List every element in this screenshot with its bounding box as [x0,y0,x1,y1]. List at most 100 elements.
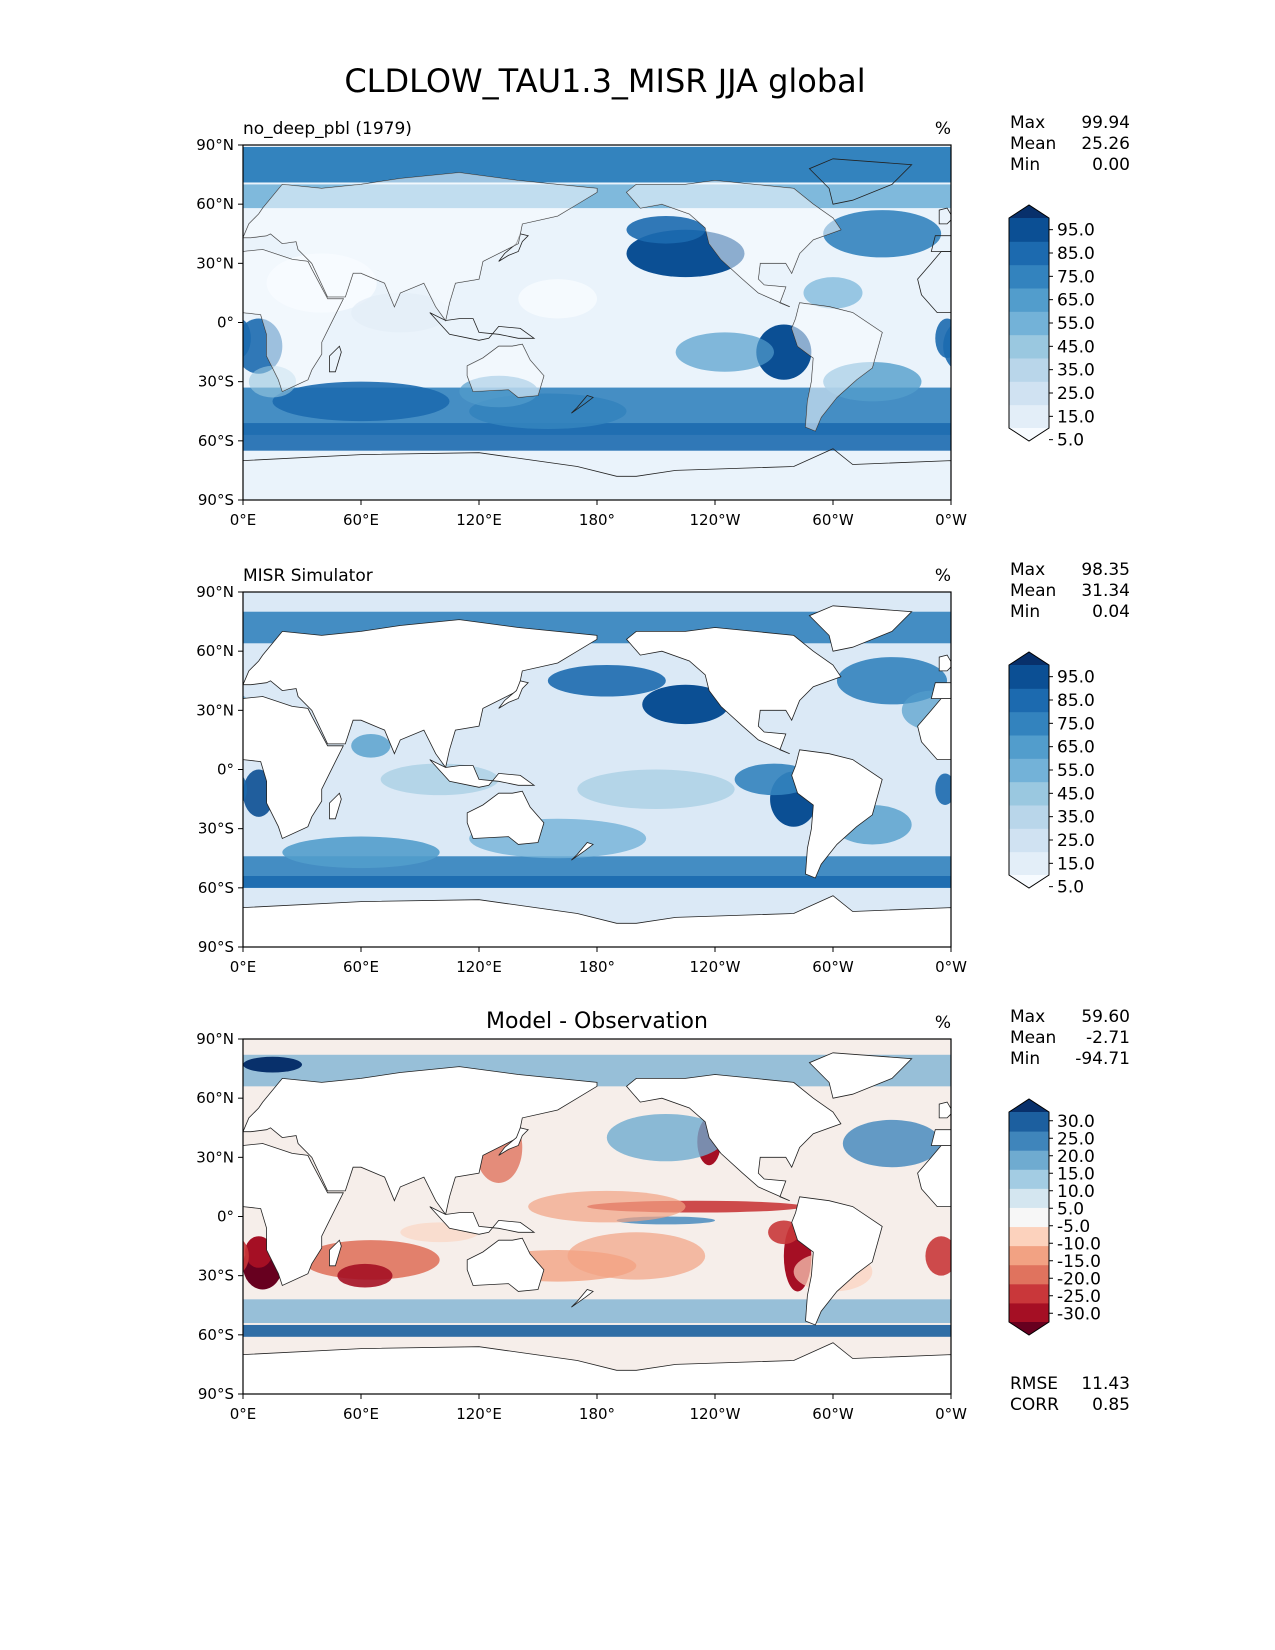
figure-title: CLDLOW_TAU1.3_MISR JJA global [344,62,865,100]
y-tick-label: 90°N [196,136,234,154]
coastline-greenland [808,605,913,652]
stat-value-min: -94.71 [1075,1049,1130,1069]
colorbar-band [1009,828,1049,853]
coastline-uk [938,1101,951,1119]
coastline-greenland [808,158,913,205]
cloud-feature [528,1190,686,1223]
x-tick-label: 120°E [456,511,502,529]
coastline-europe-west [930,682,951,699]
colorbar-tick-label: -15.0 [1057,1252,1101,1272]
cloud-feature [243,319,251,357]
coastline-south-america [791,1196,883,1326]
y-tick-label: 30°N [196,1148,234,1166]
colorbar-tick-label: 5.0 [1057,431,1084,451]
stat-value-max: 98.35 [1081,560,1130,580]
coastline-australia [466,790,545,845]
cloud-feature [518,279,597,319]
colorbar-extend-max [1009,652,1049,665]
cloud-feature [282,836,440,869]
cloud-feature [642,684,729,725]
coastline-japan [498,1127,529,1156]
y-tick-label: 0° [217,761,234,779]
colorbar-tick-label: 65.0 [1057,291,1095,311]
stat-label-min: Min [1010,602,1040,622]
stat-label-min: Min [1010,155,1040,175]
colorbar-band [1009,1226,1049,1247]
stat-value-mean: -2.71 [1086,1028,1130,1048]
x-tick-label: 120°W [690,1405,741,1423]
colorbar-outline [1008,204,1050,442]
coastline-australia [466,1237,545,1292]
stat-label-max: Max [1010,1007,1045,1027]
colorbar-band [1009,665,1049,689]
cloud-feature [606,1113,725,1162]
colorbar-tick-label: 15.0 [1057,1164,1095,1184]
cloud-feature [547,664,666,697]
cloud-feature [351,734,391,758]
colorbar-tick-label: -20.0 [1057,1269,1101,1289]
colorbar-band [1009,1283,1049,1304]
y-tick-label: 60°N [196,642,234,660]
y-tick-label: 0° [217,314,234,332]
land-tint-south-america [791,302,883,431]
stat-value-min: 0.04 [1092,602,1130,622]
coastline-antarctica [243,1342,951,1394]
colorbar-band [1009,218,1049,242]
x-tick-label: 0°W [935,958,967,976]
x-tick-label: 60°E [343,1405,379,1423]
coastline-europe-west [930,1129,951,1146]
colorbar-band [1009,1112,1049,1132]
stat-value-corr: 0.85 [1092,1395,1130,1415]
stat-label-max: Max [1010,560,1045,580]
stat-label-max: Max [1010,113,1045,133]
colorbar-model: 95.0 85.0 75.0 65.0 55.0 45.0 35.0 25.0 15.0 5.0 [1008,204,1095,451]
y-tick-label: 60°S [198,1326,234,1344]
coastline-north-america [625,1074,842,1202]
x-tick-label: 0°E [230,511,257,529]
cloud-feature [244,1236,273,1268]
y-tick-label: 30°N [196,701,234,719]
stat-label-mean: Mean [1010,581,1056,601]
colorbar-tick-label: 85.0 [1057,691,1095,711]
coastline-eurasia [243,619,598,769]
y-tick-label: 30°S [198,373,234,391]
cloud-band [243,423,951,451]
panel-units: % [935,119,951,139]
cloud-feature [842,1119,942,1168]
colorbar-band [1009,1245,1049,1266]
colorbar-band [1009,1188,1049,1208]
panel-diff: 0°E 60°E 120°E 180° 120°W 60°W 0°W 90°N 60°N 30°N… [196,1007,1130,1423]
colorbar-band [1009,288,1049,312]
cloud-feature [243,776,247,802]
coastline-madagascar [329,792,342,820]
x-tick-label: 180° [579,1405,615,1423]
cloud-feature [823,210,942,258]
colorbar-tick-label: -5.0 [1057,1217,1090,1237]
colorbar-tick-label: 10.0 [1057,1182,1095,1202]
stat-value-max: 99.94 [1081,113,1130,133]
y-tick-label: 90°N [196,1030,234,1048]
coastline-uk [938,654,951,672]
x-tick-label: 180° [579,511,615,529]
panel-title-left: MISR Simulator [243,566,373,586]
colorbar-band [1009,781,1049,806]
y-tick-label: 30°S [198,820,234,838]
colorbar-tick-label: -10.0 [1057,1234,1101,1254]
coastline-greenland [808,1052,913,1099]
stat-label-rmse: RMSE [1010,1374,1058,1394]
colorbar-band [1009,381,1049,406]
coastline-madagascar [329,345,342,373]
colorbar-obs: 95.0 85.0 75.0 65.0 55.0 45.0 35.0 25.0 15.0 5.0 [1008,651,1095,898]
stat-value-max: 59.60 [1081,1007,1130,1027]
land-tint-africa [243,249,344,392]
cloud-band [243,876,951,888]
x-tick-label: 180° [579,958,615,976]
panels: 0°E 60°E 120°E 180° 120°W 60°W 0°W 90°N 60°N 30°N… [196,113,1130,1423]
map-diff [243,1039,951,1394]
panel-model: 0°E 60°E 120°E 180° 120°W 60°W 0°W 90°N 60°N 30°N… [196,113,1130,529]
cloud-feature [935,773,951,805]
colorbar-tick-label: 95.0 [1057,668,1095,688]
cloud-feature [768,1220,800,1245]
colorbar-tick-label: 95.0 [1057,221,1095,241]
